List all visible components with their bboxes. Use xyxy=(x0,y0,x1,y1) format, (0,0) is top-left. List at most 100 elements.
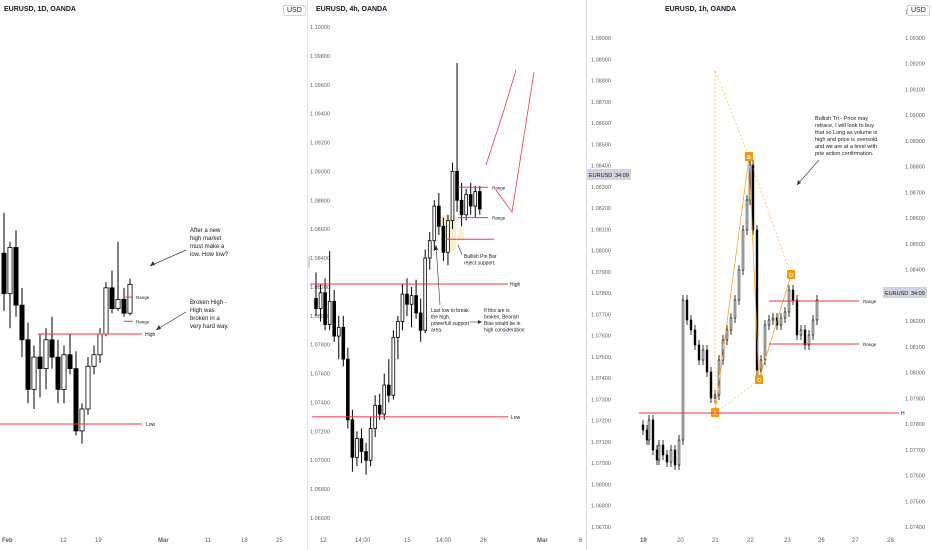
1h-chart-svg: 1.09000 1.08900 1.08800 1.08700 1.08600 1.085… xyxy=(587,10,927,544)
chart-title: EURUSD, 1h, OANDA xyxy=(665,6,737,13)
h4-candle xyxy=(323,292,327,325)
harmonic-point-label: D xyxy=(789,273,793,279)
h4-candle xyxy=(346,358,350,421)
h1-candle xyxy=(665,454,669,463)
price-tag xyxy=(308,256,310,269)
y-tick-label: 1.06600 xyxy=(310,516,330,522)
h4-candle xyxy=(432,205,437,242)
daily-candle xyxy=(97,333,103,356)
h1-candle xyxy=(771,317,775,321)
h1-candle xyxy=(661,444,665,456)
h4-candle xyxy=(336,326,341,337)
h1-candle xyxy=(755,229,759,371)
y-tick-label: 1.08800 xyxy=(905,165,925,171)
x-tick-label: 26 xyxy=(818,538,825,544)
harmonic-point-marker xyxy=(745,152,753,161)
y-tick-label: 1.07200 xyxy=(591,419,611,425)
y-tick-label: 1.07800 xyxy=(905,422,925,428)
h1-candle xyxy=(783,311,787,319)
y-tick-label: 1.07600 xyxy=(591,334,611,340)
y-tick-label: 1.08900 xyxy=(591,57,611,63)
daily-candle xyxy=(13,247,19,306)
daily-candle xyxy=(43,339,49,370)
x-tick-label: 15 xyxy=(404,538,411,544)
h4-candle xyxy=(350,419,355,458)
h4-candle xyxy=(459,199,464,216)
level-label: Range xyxy=(136,319,150,324)
currency-button[interactable]: USD xyxy=(907,5,930,16)
y-tick-label: 1.07900 xyxy=(905,396,925,402)
h4-candle xyxy=(414,295,418,314)
annotation-arrow xyxy=(435,244,441,306)
annotation-text: powerfull support xyxy=(431,321,470,327)
y-tick-label: 1.07200 xyxy=(310,429,330,435)
y-tick-label: 1.09000 xyxy=(905,113,925,119)
y-tick-label: 1.07100 xyxy=(591,440,611,446)
level-label: Low xyxy=(511,415,521,421)
price-tag-symbol: EURUSD xyxy=(885,291,908,297)
h4-candle xyxy=(468,194,473,207)
chart-panel-1h[interactable]: EURUSD, 1h, OANDA USD 1.09000 1.08900 1.08… xyxy=(586,0,932,550)
h1-candle xyxy=(647,419,651,441)
y-tick-label: 1.07900 xyxy=(591,270,611,276)
y-tick-label: 1.09100 xyxy=(905,87,925,93)
daily-candle xyxy=(55,356,61,390)
h4-candle xyxy=(364,451,368,461)
currency-button[interactable]: USD xyxy=(283,5,306,16)
h4-candle xyxy=(455,171,459,201)
annotation-text: After a new xyxy=(190,228,221,234)
y-tick-label: 1.07500 xyxy=(905,499,925,505)
h1-candle xyxy=(815,299,819,321)
daily-candle xyxy=(61,354,67,390)
level-label: Range xyxy=(136,295,150,300)
x-tick-label: 14:00 xyxy=(436,538,452,544)
arrow-head xyxy=(150,261,155,266)
h4-candle xyxy=(396,321,400,338)
y-tick-label: 1.08800 xyxy=(591,79,611,85)
h1-candle xyxy=(807,334,811,346)
annotation-text: must make a xyxy=(190,244,225,250)
h1-candle xyxy=(701,349,705,361)
x-tick-label: 22 xyxy=(747,538,754,544)
annotation-text: If this are is xyxy=(484,308,510,314)
h1-candle xyxy=(741,229,745,271)
annotation-text: low. How low? xyxy=(190,252,229,258)
h1-candle xyxy=(657,444,661,461)
h4-candle xyxy=(405,293,409,305)
daily-candle xyxy=(73,368,79,432)
y-tick-label: 1.10000 xyxy=(310,25,330,31)
h1-candle xyxy=(685,299,689,321)
support-box xyxy=(458,229,464,241)
harmonic-point-marker xyxy=(755,375,763,384)
daily-candle xyxy=(25,339,31,390)
annotation-text: Bullish Pin Bar xyxy=(464,254,497,260)
annotation-text: reject support. xyxy=(464,261,496,267)
y-tick-label: 1.08400 xyxy=(310,256,330,262)
h1-candle xyxy=(705,349,709,373)
chart-title: EURUSD, 1D, OANDA xyxy=(4,6,76,13)
annotation-text: high and price is oversold xyxy=(815,137,877,143)
chart-panel-daily[interactable]: EURUSD, 1D, OANDA USD High Low Range Range A… xyxy=(0,0,306,550)
chart-panel-4h[interactable]: EURUSD, 4h, OANDA 1.10000 1.09800 1.09600 1… xyxy=(307,0,586,550)
y-tick-label: 1.08600 xyxy=(591,121,611,127)
annotation-text: broken, Bearish xyxy=(484,315,519,321)
h4-candle xyxy=(473,191,478,207)
h1-candle xyxy=(725,329,729,341)
projection-path xyxy=(495,71,535,214)
daily-candle xyxy=(1,252,7,295)
h4-candle xyxy=(400,293,405,323)
h1-candle xyxy=(745,199,749,231)
h4-candle xyxy=(382,384,387,415)
x-tick-label: 28 xyxy=(887,538,894,544)
h1-candle xyxy=(759,359,763,371)
annotation-arrow xyxy=(457,244,463,256)
h1-candle xyxy=(655,449,659,461)
y-tick-label: 1.08700 xyxy=(591,100,611,106)
y-tick-label: 1.07000 xyxy=(310,458,330,464)
y-tick-label: 1.07000 xyxy=(591,461,611,467)
daily-candle xyxy=(121,298,127,314)
x-tick-label: 6 xyxy=(579,538,583,544)
y-tick-label: 1.08700 xyxy=(905,190,925,196)
y-tick-label: 1.08000 xyxy=(591,249,611,255)
y-tick-label: 1.08400 xyxy=(905,268,925,274)
